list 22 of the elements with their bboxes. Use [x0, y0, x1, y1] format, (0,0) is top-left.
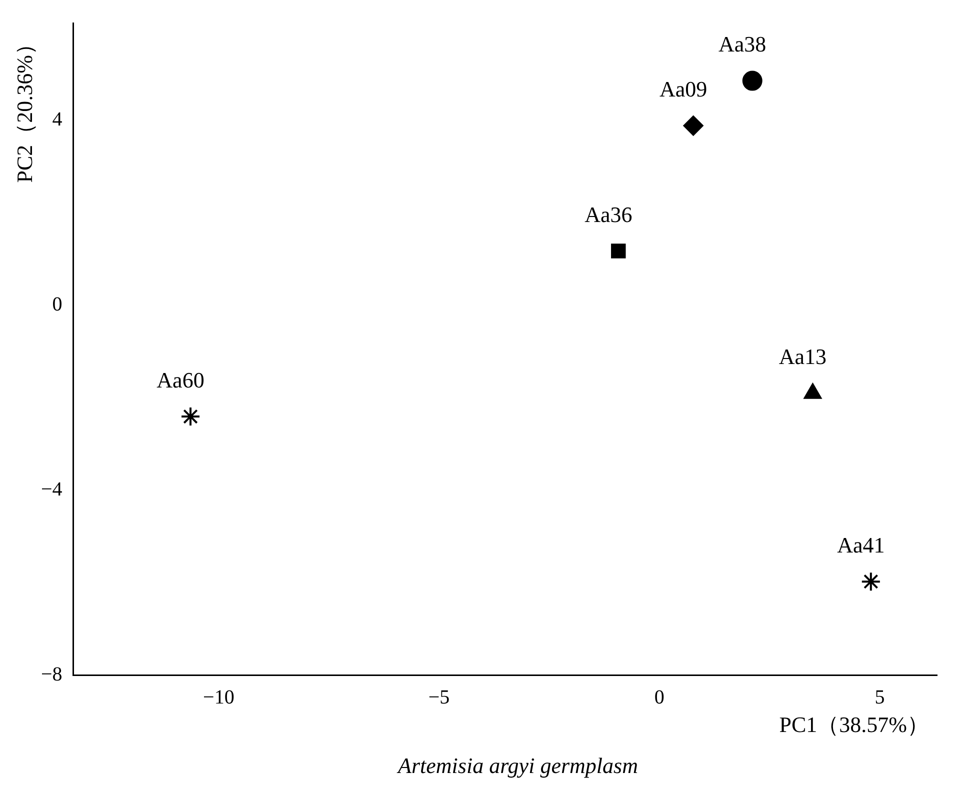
series-label: Aa13	[778, 344, 827, 370]
x-tick-label: −10	[203, 686, 234, 708]
x-tick-label: 0	[654, 686, 664, 708]
y-tick-label: −8	[41, 663, 62, 686]
series-label: Aa36	[584, 202, 632, 227]
point	[860, 572, 881, 592]
y-tick-label: −4	[41, 478, 62, 500]
point	[180, 406, 200, 427]
text: Artemisia argyi germplasm	[396, 753, 639, 779]
x-axis-title: PC1（38.57%）	[779, 712, 929, 737]
y-tick-label: 0	[52, 293, 62, 316]
point	[611, 244, 626, 258]
point	[742, 70, 762, 91]
series-label: Aa60	[156, 367, 204, 392]
series-label: Aa09	[659, 76, 708, 102]
y-axis-title: PC2（20.36%）	[12, 33, 37, 183]
point	[683, 116, 704, 136]
x-tick-label: 5	[874, 686, 885, 708]
y-tick-label: 4	[52, 108, 62, 130]
series-label: Aa41	[837, 532, 885, 558]
series-label: Aa38	[718, 32, 766, 57]
x-tick-label: −5	[428, 686, 450, 708]
